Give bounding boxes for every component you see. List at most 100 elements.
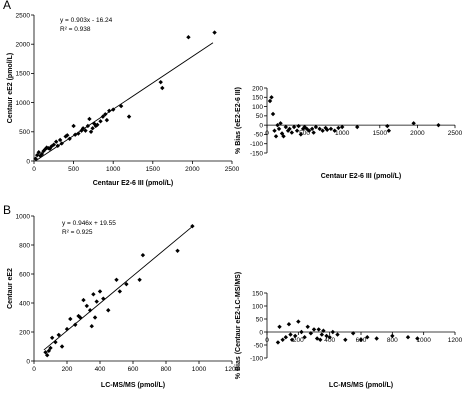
x-axis-title: LC-MS/MS (pmol/L)	[329, 382, 393, 389]
data-point	[324, 333, 329, 339]
panel-letter-a: A	[3, 0, 11, 12]
data-point	[76, 131, 81, 136]
y-axis-title: % Bias (eE2-E2-6 III)	[235, 87, 242, 154]
data-point	[175, 248, 180, 253]
data-point	[390, 333, 395, 339]
x-tick-label: 2000	[185, 166, 200, 173]
data-point	[124, 281, 129, 287]
data-point	[411, 121, 416, 126]
data-point	[73, 322, 78, 327]
data-point	[374, 336, 379, 341]
data-point	[343, 337, 348, 342]
data-point	[46, 348, 52, 354]
y-tick-label: 0	[259, 329, 263, 336]
y-tick-label: -50	[254, 132, 264, 139]
data-point	[314, 336, 320, 341]
x-tick-label: 1000	[192, 366, 207, 373]
x-tick-label: 500	[299, 130, 310, 137]
chart-a-bias: 0 500 1000 1500 2000 2500-150-100-50050100150…	[235, 85, 463, 180]
y-tick-label: 800	[19, 242, 30, 249]
data-point	[59, 344, 65, 349]
y-tick-label: 100	[252, 303, 263, 310]
x-tick-label: 1200	[448, 337, 463, 344]
x-tick-label: 1000	[416, 337, 431, 344]
data-point	[100, 114, 106, 119]
data-point	[327, 335, 332, 340]
data-point	[56, 332, 61, 338]
x-tick-label: 0	[265, 130, 269, 137]
data-point	[67, 136, 72, 142]
r-squared-label: R² = 0.938	[60, 26, 91, 33]
data-point	[316, 327, 321, 332]
data-point	[57, 137, 63, 143]
data-point	[117, 289, 122, 294]
x-axis-title: LC-MS/MS (pmol/L)	[101, 382, 165, 389]
data-point	[49, 335, 55, 340]
data-point	[34, 152, 40, 158]
x-tick-label: 400	[324, 337, 335, 344]
data-point	[283, 335, 288, 340]
data-point	[313, 124, 319, 130]
regression-equation: y = 0.903x - 16.24	[60, 17, 113, 24]
data-point	[305, 324, 310, 329]
data-point	[270, 111, 276, 117]
y-tick-label: 0	[26, 358, 30, 365]
data-point	[53, 139, 59, 144]
y-tick-label: 150	[252, 290, 263, 297]
x-tick-label: 0	[32, 166, 36, 173]
data-point	[80, 126, 86, 131]
data-point	[89, 324, 94, 329]
data-point	[186, 34, 191, 40]
y-tick-label: 1000	[16, 213, 31, 220]
y-tick-label: 400	[19, 300, 30, 307]
data-point	[101, 296, 106, 301]
x-tick-label: 800	[387, 337, 398, 344]
data-point	[68, 316, 73, 322]
data-point	[84, 303, 89, 309]
data-point	[281, 134, 286, 139]
x-tick-label: 1200	[225, 366, 240, 373]
chart-a-regression: 0 500 1000 1500 2000 2500 0 500 1000 1500 2000 2500…	[7, 12, 240, 187]
data-point	[269, 95, 274, 100]
data-point	[275, 340, 281, 345]
data-point	[302, 335, 307, 340]
x-axis-title: Centaur E2-6 III (pmol/L)	[321, 173, 402, 180]
data-point	[317, 126, 322, 132]
y-tick-label: -100	[250, 355, 263, 362]
x-tick-label: 0	[32, 366, 36, 373]
data-point	[299, 329, 304, 335]
trendline	[35, 42, 214, 162]
x-tick-label: 1500	[373, 130, 388, 137]
y-axis-title: Centaur eE2	[7, 268, 14, 309]
y-tick-label: 1000	[16, 100, 31, 107]
data-point	[97, 289, 103, 294]
data-point	[212, 30, 217, 35]
x-tick-label: 600	[128, 366, 139, 373]
x-tick-label: 1000	[106, 166, 121, 173]
data-point	[190, 223, 195, 229]
data-point	[272, 128, 277, 133]
data-point	[318, 337, 323, 342]
data-point	[88, 129, 94, 134]
data-point	[436, 122, 441, 128]
data-point	[288, 332, 293, 337]
data-point	[273, 134, 279, 139]
x-tick-label: 800	[161, 366, 172, 373]
data-point	[45, 353, 50, 358]
data-point	[320, 128, 325, 133]
data-point	[95, 122, 100, 127]
trendline	[43, 225, 194, 351]
data-point	[83, 128, 88, 133]
data-point	[280, 337, 285, 342]
x-tick-label: 1000	[335, 130, 350, 137]
x-tick-label: 0	[265, 337, 269, 344]
x-tick-label: 2500	[448, 130, 463, 137]
y-tick-label: 2500	[16, 12, 31, 19]
data-point	[51, 142, 56, 147]
x-tick-label: 2000	[410, 130, 425, 137]
data-point	[365, 335, 370, 340]
data-point	[65, 133, 70, 138]
data-point	[340, 124, 345, 130]
y-axis-title: % Bias (Centaur eE2-LC-MS/MS)	[235, 272, 242, 379]
data-point	[355, 124, 360, 130]
